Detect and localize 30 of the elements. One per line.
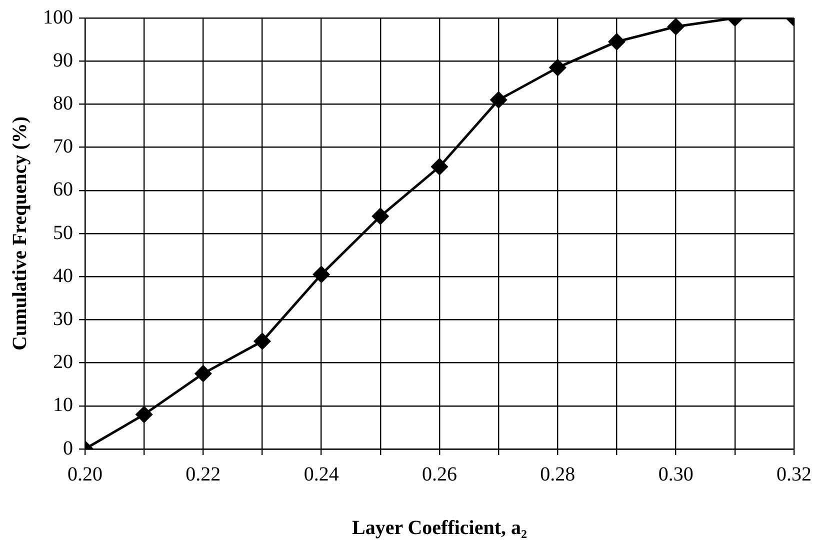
y-tick-label: 90 [53,49,73,72]
x-tick-label: 0.28 [540,463,576,486]
point [608,33,625,50]
point [254,333,270,350]
x-tick-label: 0.22 [186,463,221,486]
y-axis-title: Cumulative Frequency (%) [9,116,32,351]
y-tick-label: 40 [53,264,73,287]
y-tick-label: 0 [63,437,73,460]
y-tick-label: 10 [53,394,73,416]
y-tick-label: 100 [43,6,73,28]
y-tick-label: 70 [53,136,73,158]
point [194,365,212,382]
x-tick-label: 0.32 [776,463,812,486]
y-tick-label: 60 [53,178,73,201]
x-tick-label: 0.20 [68,463,102,486]
x-tick-label: 0.24 [304,463,339,486]
point [549,59,566,76]
x-axis-title: Layer Coefficient, a₂ [352,517,528,540]
point [490,92,507,108]
x-tick-label: 0.30 [658,463,694,486]
point [372,208,389,225]
y-tick-label: 20 [53,351,73,374]
point [313,266,330,283]
point [136,406,152,423]
y-tick-label: 30 [53,308,73,330]
y-tick-label: 80 [53,92,73,114]
point [431,158,448,175]
x-tick-label: 0.26 [422,463,457,486]
point [668,18,684,35]
y-tick-label: 50 [53,222,73,244]
